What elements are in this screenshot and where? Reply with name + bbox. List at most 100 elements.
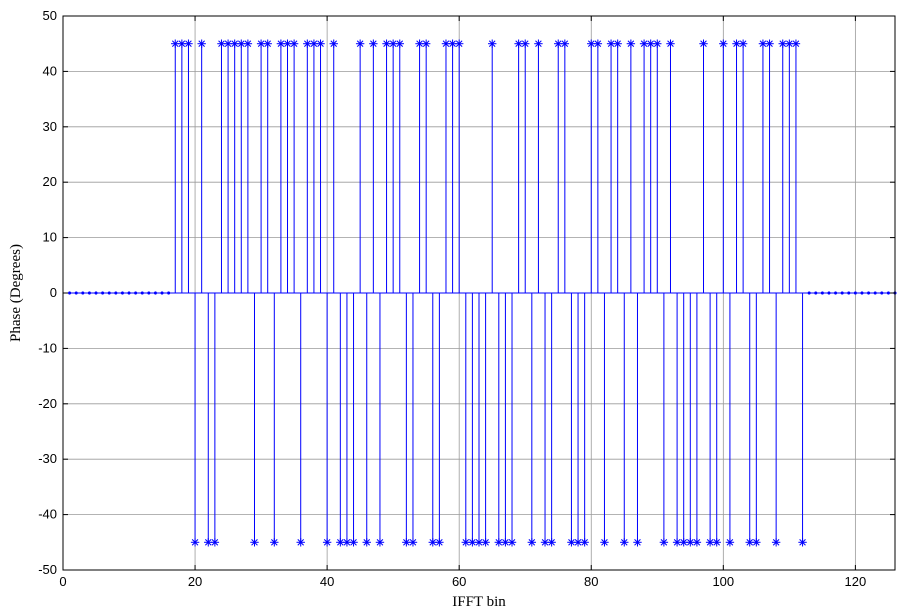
stem-marker-asterisk xyxy=(402,538,411,547)
stem-marker-asterisk xyxy=(362,538,371,547)
stem-marker-asterisk xyxy=(81,291,85,295)
stem-marker-asterisk xyxy=(732,39,741,48)
stem-marker-asterisk xyxy=(886,291,890,295)
stem-marker-asterisk xyxy=(600,538,609,547)
stem-marker-asterisk xyxy=(435,538,444,547)
stem-marker-asterisk xyxy=(765,39,774,48)
stem-marker-asterisk xyxy=(342,538,352,547)
stem-marker-asterisk xyxy=(408,538,418,547)
stem-marker-asterisk xyxy=(87,291,92,295)
stem-marker-asterisk xyxy=(866,291,871,295)
stem-marker-asterisk xyxy=(355,39,365,48)
stem-marker-asterisk xyxy=(474,538,484,547)
stem-marker-asterisk xyxy=(421,39,431,48)
x-tick-label: 0 xyxy=(59,574,66,589)
y-tick-label: -40 xyxy=(38,507,57,522)
stem-marker-asterisk xyxy=(395,39,404,48)
stem-marker-asterisk xyxy=(127,291,131,295)
y-tick-label: -10 xyxy=(38,340,57,355)
stem-marker-asterisk xyxy=(527,538,537,547)
stem-marker-asterisk xyxy=(646,39,655,48)
stem-marker-asterisk xyxy=(153,291,158,295)
stem-marker-asterisk xyxy=(190,538,200,547)
y-tick-label: 30 xyxy=(43,119,57,134)
stem-marker-asterisk xyxy=(68,291,72,295)
stem-marker-asterisk xyxy=(184,39,193,48)
stem-marker-asterisk xyxy=(223,39,233,48)
stem-marker-asterisk xyxy=(679,538,688,547)
stem-marker-asterisk xyxy=(752,538,761,547)
stem-marker-asterisk xyxy=(375,538,385,547)
stem-marker-asterisk xyxy=(94,291,98,295)
stem-marker-asterisk xyxy=(573,538,583,547)
stem-marker-asterisk xyxy=(633,538,642,547)
stem-marker-asterisk xyxy=(807,291,811,295)
stem-marker-asterisk xyxy=(507,538,517,547)
stem-marker-asterisk xyxy=(699,39,708,48)
stems xyxy=(69,43,895,543)
x-tick-label: 80 xyxy=(584,574,598,589)
x-tick-label: 100 xyxy=(712,574,734,589)
stem-marker-asterisk xyxy=(666,39,675,48)
stem-marker-asterisk xyxy=(820,291,824,295)
stem-marker-asterisk xyxy=(712,538,721,547)
stem-marker-asterisk xyxy=(606,39,616,48)
stem-marker-asterisk xyxy=(454,39,464,48)
stem-marker-asterisk xyxy=(167,291,171,295)
y-axis-title: Phase (Degrees) xyxy=(8,244,24,342)
stem-marker-asterisk xyxy=(613,39,622,48)
stem-marker-asterisk xyxy=(243,39,253,48)
stem-marker-asterisk xyxy=(798,538,807,547)
y-tick-label: 40 xyxy=(43,63,57,78)
stem-marker-asterisk xyxy=(256,39,266,48)
stem-marker-asterisk xyxy=(587,39,596,48)
stem-marker-asterisk xyxy=(853,291,857,295)
y-tick-label: 0 xyxy=(50,285,57,300)
y-tick-label: 50 xyxy=(43,8,57,23)
stem-marker-asterisk xyxy=(147,291,151,295)
stem-marker-asterisk xyxy=(140,291,144,295)
stem-marker-asterisk xyxy=(107,291,111,295)
stem-marker-asterisk xyxy=(114,291,118,295)
y-tick-label: 10 xyxy=(43,230,57,245)
x-tick-label: 60 xyxy=(452,574,466,589)
stem-marker-asterisk xyxy=(626,39,636,48)
stem-marker-asterisk xyxy=(322,538,332,547)
x-tick-label: 40 xyxy=(320,574,334,589)
stem-marker-asterisk xyxy=(840,291,844,295)
stem-marker-asterisk xyxy=(847,291,851,295)
stem-marker-asterisk xyxy=(481,538,490,547)
stem-marker-asterisk xyxy=(521,39,530,48)
stem-marker-asterisk xyxy=(827,291,831,295)
stem-marker-asterisk xyxy=(263,39,272,48)
stem-marker-asterisk xyxy=(134,291,138,295)
stem-marker-asterisk xyxy=(534,39,543,48)
y-tick-label: -50 xyxy=(38,562,57,577)
stem-marker-asterisk xyxy=(771,538,781,547)
stem-marker-asterisk xyxy=(692,538,702,547)
stem-marker-asterisk xyxy=(120,291,125,295)
x-axis-title: IFFT bin xyxy=(452,594,506,610)
stem-marker-asterisk xyxy=(369,39,378,48)
stem-marker-asterisk xyxy=(705,538,715,547)
stem-marker-asterisk xyxy=(659,538,669,547)
stem-marker-asterisk xyxy=(719,39,728,48)
stem-marker-asterisk xyxy=(738,39,748,48)
stem-marker-asterisk xyxy=(160,291,164,295)
stem-marker-asterisk xyxy=(488,39,497,48)
stem-marker-asterisk xyxy=(620,538,629,547)
stem-marker-asterisk xyxy=(197,39,206,48)
x-tick-label: 20 xyxy=(188,574,202,589)
stem-marker-asterisk xyxy=(210,538,220,547)
stem-marker-asterisk xyxy=(349,538,358,547)
stem-marker-asterisk xyxy=(873,291,877,295)
y-tick-label: -20 xyxy=(38,396,57,411)
stem-marker-asterisk xyxy=(74,291,78,295)
y-tick-label: -30 xyxy=(38,451,57,466)
stem-marker-asterisk xyxy=(316,39,325,48)
axis-ticks: 0 20 40 60 80 100 120 -50 -40 -30 -20 -10 0 10 20 30 40 5… xyxy=(38,8,895,589)
stem-marker-asterisk xyxy=(329,39,338,48)
markers xyxy=(68,39,897,547)
stem-marker-asterisk xyxy=(593,39,603,48)
stem-marker-asterisk xyxy=(725,538,735,547)
